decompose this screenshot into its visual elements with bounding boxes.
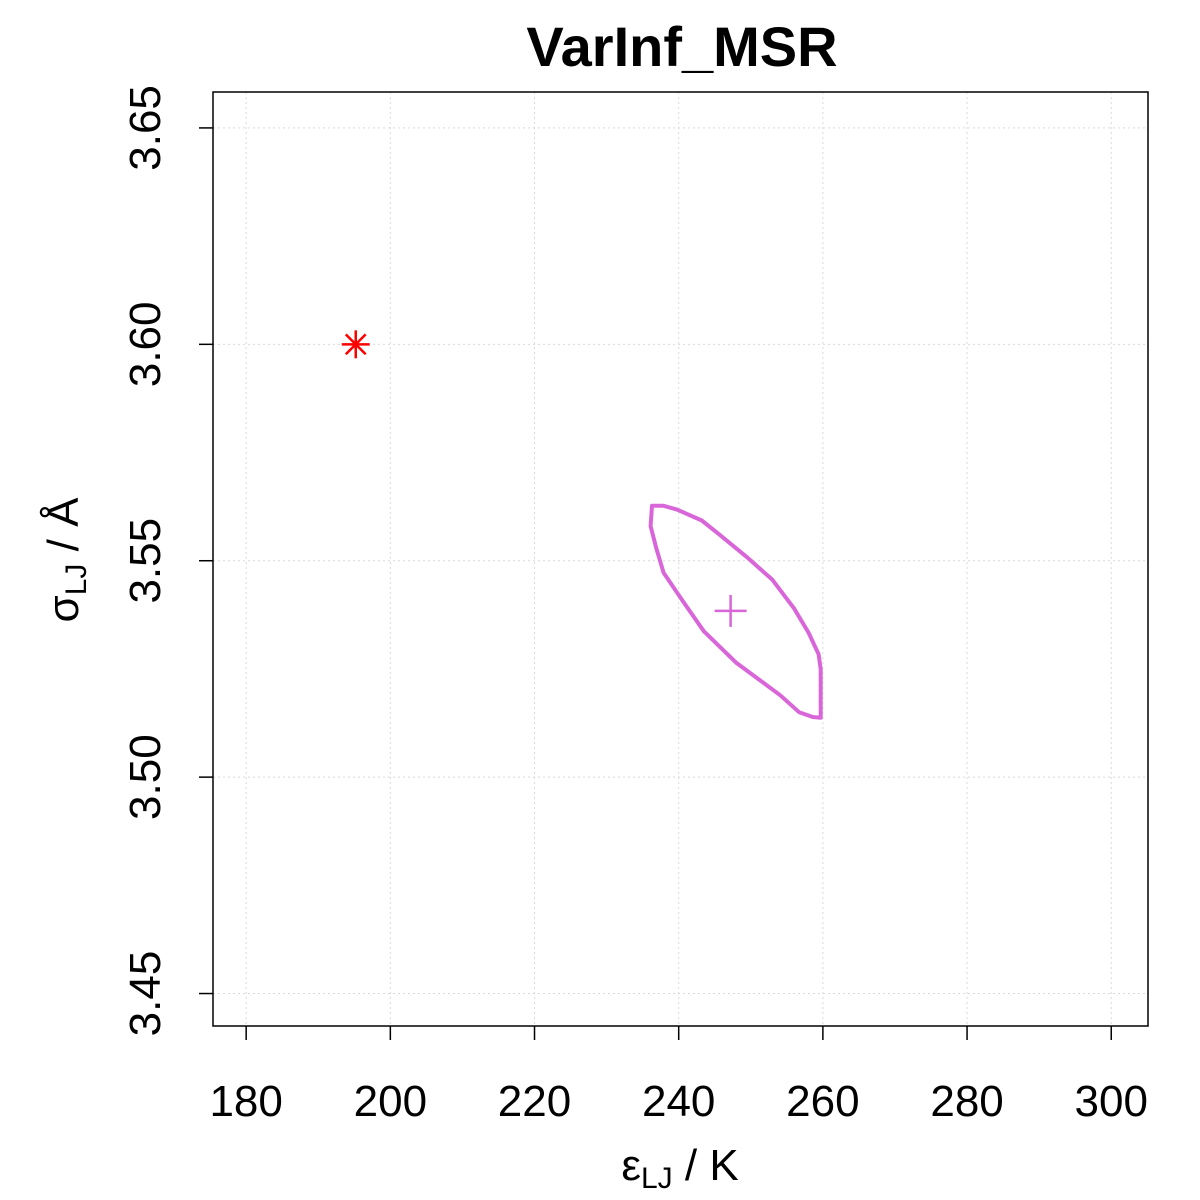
x-tick-label: 260: [786, 1077, 859, 1126]
x-tick-label: 300: [1075, 1077, 1148, 1126]
x-axis-label-sub: LJ: [641, 1162, 673, 1195]
y-tick-label: 3.65: [121, 85, 170, 171]
estimate-point: [714, 594, 747, 627]
x-tick-label: 240: [642, 1077, 715, 1126]
confidence-region: [648, 503, 823, 720]
x-tick-label: 220: [498, 1077, 571, 1126]
y-axis-label-main: σ: [39, 595, 88, 622]
y-tick-label: 3.50: [121, 734, 170, 820]
y-axis-label: σLJ / Å: [39, 497, 93, 623]
axes: 180 200 220 240 260 280 300 3.45 3.50 3.55 3.60 3.6…: [121, 85, 1148, 1126]
x-axis-label: εLJ / K: [621, 1141, 738, 1195]
plot-data: [341, 330, 823, 720]
y-axis-label-suffix: / Å: [39, 497, 88, 564]
y-tick-label: 3.60: [121, 302, 170, 388]
grid: [213, 92, 1148, 1026]
y-tick-label: 3.55: [121, 518, 170, 604]
x-axis-label-main: ε: [621, 1141, 641, 1190]
chart-title: VarInf_MSR: [526, 15, 837, 78]
x-tick-label: 200: [354, 1077, 427, 1126]
y-tick-label: 3.45: [121, 951, 170, 1037]
reference-point: [341, 330, 370, 359]
plot-frame: [212, 91, 1149, 1027]
x-tick-label: 280: [930, 1077, 1003, 1126]
y-axis-label-sub: LJ: [60, 564, 93, 596]
x-axis-label-suffix: / K: [673, 1141, 739, 1190]
x-tick-label: 180: [209, 1077, 282, 1126]
